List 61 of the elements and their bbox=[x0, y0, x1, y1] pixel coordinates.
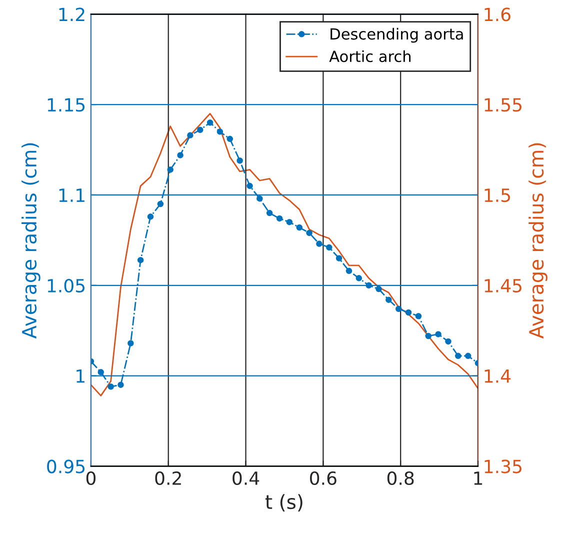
point bbox=[445, 338, 452, 345]
point bbox=[425, 332, 432, 340]
x-tick-label: 1 bbox=[474, 472, 482, 485]
point bbox=[395, 306, 402, 312]
point bbox=[147, 214, 154, 220]
point bbox=[405, 309, 412, 316]
y2-tick-label: 1.35 bbox=[484, 460, 522, 474]
point bbox=[118, 382, 124, 388]
point bbox=[336, 255, 342, 262]
point bbox=[276, 215, 283, 222]
x-tick-label: 0.8 bbox=[387, 471, 414, 486]
y-tick-label: 1.1 bbox=[59, 188, 84, 202]
point bbox=[206, 120, 214, 126]
point bbox=[464, 352, 472, 360]
point bbox=[197, 126, 204, 133]
point bbox=[226, 136, 234, 142]
point bbox=[435, 331, 442, 338]
point bbox=[256, 195, 263, 202]
legend-label: Aortic arch bbox=[329, 50, 410, 62]
point bbox=[366, 282, 372, 289]
y2-tick-label: 1.6 bbox=[484, 8, 510, 22]
point bbox=[296, 224, 303, 231]
point bbox=[236, 157, 243, 164]
y-axis-title: Average radius (cm) bbox=[22, 143, 40, 339]
x-tick-label: 0.6 bbox=[310, 471, 336, 486]
x-tick-label: 0.4 bbox=[232, 471, 260, 486]
point bbox=[157, 200, 164, 208]
point bbox=[316, 240, 322, 247]
point bbox=[386, 296, 392, 303]
y-tick-label: 1 bbox=[76, 369, 84, 383]
point bbox=[137, 256, 144, 264]
point bbox=[455, 352, 462, 360]
x-tick-label: 0 bbox=[86, 471, 96, 486]
point bbox=[187, 132, 194, 138]
x-tick-label: 0.2 bbox=[155, 471, 181, 486]
y-tick-label: 1.15 bbox=[48, 98, 85, 112]
point bbox=[216, 128, 224, 135]
point bbox=[167, 166, 174, 173]
y2-axis-title: Average radius (cm) bbox=[528, 143, 548, 339]
point bbox=[98, 369, 104, 376]
y2-tick-label: 1.4 bbox=[484, 369, 511, 383]
y2-tick-label: 1.55 bbox=[484, 98, 522, 112]
legend-label: Descending aorta bbox=[330, 28, 463, 43]
point bbox=[326, 244, 332, 251]
y2-tick-label: 1.5 bbox=[484, 188, 510, 202]
x-axis-title: t (s) bbox=[265, 494, 302, 512]
y2-tick-label: 1.45 bbox=[484, 279, 522, 292]
point bbox=[346, 268, 352, 274]
point bbox=[306, 230, 312, 236]
point bbox=[356, 275, 362, 282]
y-tick-label: 1.05 bbox=[48, 278, 85, 292]
y-tick-label: 1.2 bbox=[59, 8, 84, 22]
point bbox=[266, 210, 273, 216]
y-tick-label: 0.95 bbox=[47, 460, 85, 474]
point bbox=[376, 286, 382, 292]
point bbox=[108, 384, 114, 390]
point bbox=[286, 218, 293, 226]
point bbox=[415, 312, 422, 320]
point bbox=[246, 182, 253, 190]
point bbox=[128, 340, 134, 346]
point bbox=[177, 152, 184, 158]
